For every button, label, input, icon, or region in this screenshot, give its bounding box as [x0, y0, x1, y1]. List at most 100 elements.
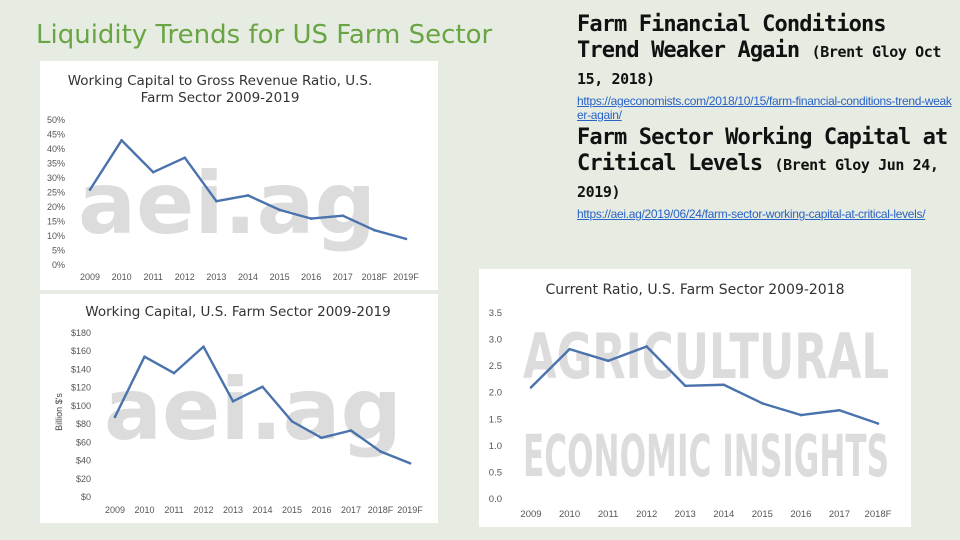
- ratio-x-tick-label: 2016: [301, 272, 321, 282]
- current-ratio-series-line: [530, 345, 879, 425]
- working-capital-chart-panel: aei.ag Working Capital, U.S. Farm Sector…: [40, 294, 438, 523]
- ratio-chart-panel: aei.ag Working Capital to Gross Revenue …: [40, 61, 438, 290]
- current-ratio-data-point: [761, 402, 764, 405]
- working-capital-y-tick-label: $60: [76, 437, 91, 447]
- ratio-y-tick-label: 50%: [47, 115, 65, 125]
- current-ratio-data-point: [683, 384, 687, 388]
- current-ratio-y-tick-label: 0.0: [489, 494, 502, 505]
- reference-1: Farm Financial Conditions Trend Weaker A…: [577, 12, 952, 122]
- current-ratio-chart-panel: AGRICULTURAL ECONOMIC INSIGHTS Current Ra…: [479, 269, 911, 527]
- current-ratio-watermark-2: ECONOMIC INSIGHTS: [523, 422, 889, 490]
- ratio-x-tick-label: 2013: [206, 272, 226, 282]
- working-capital-y-tick-label: $0: [81, 492, 91, 502]
- ratio-y-tick-label: 20%: [47, 202, 65, 212]
- ratio-chart: aei.ag Working Capital to Gross Revenue …: [47, 73, 419, 282]
- ratio-data-point: [215, 199, 218, 203]
- ratio-x-tick-label: 2018F: [362, 272, 388, 282]
- working-capital-data-point: [408, 461, 412, 465]
- reference-1-link[interactable]: https://ageconomists.com/2018/10/15/farm…: [577, 94, 952, 122]
- working-capital-data-point: [379, 450, 382, 453]
- current-ratio-x-tick-label: 2015: [752, 509, 773, 520]
- ratio-y-tick-label: 40%: [47, 144, 65, 154]
- ratio-x-tick-label: 2015: [270, 272, 290, 282]
- ratio-x-tick-label: 2014: [238, 272, 258, 282]
- working-capital-x-tick-label: 2019F: [397, 505, 423, 515]
- ratio-y-tick-label: 45%: [47, 130, 65, 140]
- ratio-x-tick-label: 2012: [175, 272, 195, 282]
- working-capital-y-tick-label: $120: [71, 383, 91, 393]
- reference-2-link[interactable]: https://aei.ag/2019/06/24/farm-sector-wo…: [577, 207, 926, 221]
- working-capital-y-tick-label: $140: [71, 364, 91, 374]
- current-ratio-data-point: [645, 345, 648, 348]
- ratio-data-point: [309, 217, 313, 220]
- working-capital-x-tick-label: 2015: [282, 505, 302, 515]
- working-capital-x-tick-label: 2016: [311, 505, 331, 515]
- current-ratio-y-tick-label: 3.0: [489, 335, 502, 346]
- current-ratio-x-tick-label: 2016: [790, 509, 811, 520]
- working-capital-x-tick-label: 2013: [223, 505, 243, 515]
- ratio-data-point: [278, 208, 281, 212]
- working-capital-data-point: [113, 415, 117, 419]
- current-ratio-data-point: [529, 386, 533, 389]
- working-capital-watermark-1: aei.ag: [104, 360, 402, 460]
- working-capital-chart-title: Working Capital, U.S. Farm Sector 2009-2…: [85, 304, 390, 320]
- ratio-x-tick-label: 2019F: [393, 272, 419, 282]
- current-ratio-x-tick-label: 2014: [713, 509, 734, 520]
- current-ratio-x-tick-label: 2013: [675, 509, 696, 520]
- reference-1-byline: (Brent Gloy Oct 15, 2018): [577, 43, 942, 88]
- current-ratio-data-point: [606, 359, 610, 363]
- working-capital-y-tick-label: $160: [71, 346, 91, 356]
- current-ratio-x-tick-label: 2009: [520, 509, 541, 520]
- current-ratio-data-point: [722, 383, 726, 387]
- current-ratio-data-point: [838, 408, 841, 412]
- ratio-data-point: [183, 156, 187, 159]
- working-capital-y-tick-label: $80: [76, 419, 91, 429]
- ratio-data-point: [373, 228, 376, 232]
- current-ratio-chart: AGRICULTURAL ECONOMIC INSIGHTS Current Ra…: [489, 282, 892, 520]
- ratio-y-tick-label: 25%: [47, 188, 65, 198]
- references-panel: Farm Financial Conditions Trend Weaker A…: [577, 12, 952, 224]
- working-capital-data-point: [349, 429, 353, 432]
- working-capital-data-point: [202, 345, 205, 348]
- current-ratio-x-tick-label: 2017: [829, 509, 850, 520]
- ratio-data-point: [341, 214, 345, 217]
- ratio-y-tick-label: 10%: [47, 231, 65, 241]
- ratio-chart-title-line-2: Farm Sector 2009-2019: [141, 90, 300, 106]
- working-capital-y-tick-label: $40: [76, 456, 91, 466]
- working-capital-data-point: [231, 400, 235, 403]
- working-capital-x-tick-label: 2012: [193, 505, 213, 515]
- current-ratio-x-tick-label: 2018F: [865, 509, 892, 520]
- ratio-y-tick-label: 30%: [47, 173, 65, 183]
- current-ratio-chart-title: Current Ratio, U.S. Farm Sector 2009-201…: [545, 282, 844, 298]
- working-capital-x-tick-label: 2011: [164, 505, 183, 515]
- ratio-data-point: [88, 188, 92, 191]
- current-ratio-y-tick-label: 1.5: [489, 414, 502, 425]
- slide-title: Liquidity Trends for US Farm Sector: [36, 20, 493, 50]
- working-capital-chart: aei.ag Working Capital, U.S. Farm Sector…: [54, 304, 423, 515]
- current-ratio-data-point: [799, 413, 803, 417]
- reference-2-heading: Farm Sector Working Capital at Critical …: [577, 125, 952, 205]
- current-ratio-x-tick-label: 2012: [636, 509, 657, 520]
- working-capital-y-tick-label: $180: [71, 328, 91, 338]
- current-ratio-x-tick-label: 2010: [559, 509, 580, 520]
- working-capital-y-axis-label: Billion $'s: [54, 393, 64, 431]
- ratio-data-point: [404, 237, 408, 241]
- working-capital-data-point: [143, 355, 146, 358]
- working-capital-y-tick-label: $100: [71, 401, 91, 411]
- working-capital-x-tick-label: 2018F: [368, 505, 394, 515]
- working-capital-data-point: [290, 420, 294, 423]
- current-ratio-y-tick-label: 0.5: [489, 467, 502, 478]
- ratio-data-point: [246, 194, 250, 197]
- ratio-y-tick-label: 0%: [52, 260, 65, 270]
- working-capital-x-tick-label: 2017: [341, 505, 361, 515]
- current-ratio-y-tick-label: 3.5: [489, 308, 502, 319]
- reference-2: Farm Sector Working Capital at Critical …: [577, 125, 952, 221]
- reference-2-byline: (Brent Gloy Jun 24, 2019): [577, 156, 939, 201]
- current-ratio-y-tick-label: 1.0: [489, 441, 502, 452]
- working-capital-x-tick-label: 2014: [252, 505, 272, 515]
- ratio-y-tick-label: 5%: [52, 246, 65, 256]
- working-capital-x-tick-label: 2009: [105, 505, 125, 515]
- ratio-data-point: [120, 139, 123, 142]
- current-ratio-y-tick-label: 2.5: [489, 361, 502, 372]
- current-ratio-data-point: [568, 347, 571, 351]
